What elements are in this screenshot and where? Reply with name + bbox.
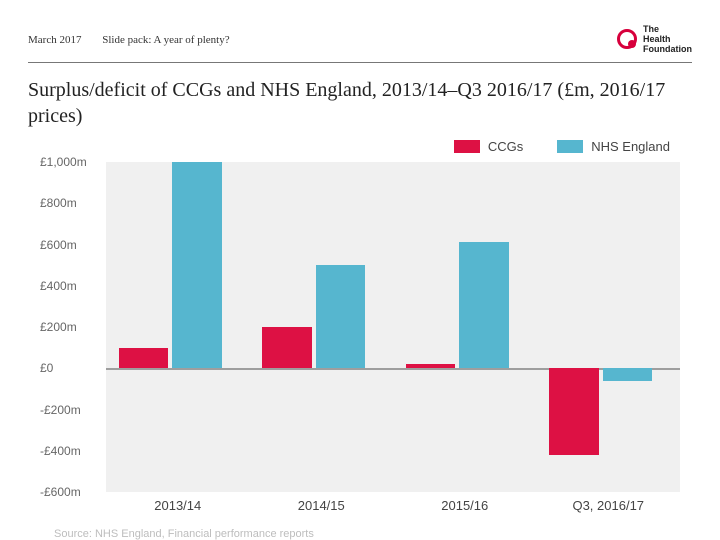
bar-group <box>393 162 537 492</box>
logo-icon <box>617 29 637 49</box>
bar-group <box>537 162 681 492</box>
bar-nhs <box>603 368 652 380</box>
legend-item-nhs: NHS England <box>557 139 670 154</box>
y-tick-label: £200m <box>40 320 77 334</box>
y-tick-label: £400m <box>40 279 77 293</box>
legend-swatch <box>557 140 583 153</box>
brand-text: The Health Foundation <box>643 24 692 54</box>
bar-ccgs <box>262 327 311 368</box>
bar-nhs <box>316 265 365 368</box>
y-tick-label: -£600m <box>40 485 81 499</box>
y-tick-label: £0 <box>40 361 53 375</box>
x-axis-labels: 2013/14 2014/15 2015/16 Q3, 2016/17 <box>40 498 680 520</box>
y-tick-label: £1,000m <box>40 155 87 169</box>
x-tick-label: 2014/15 <box>298 498 345 513</box>
bar-nhs <box>459 242 508 368</box>
bar-nhs <box>172 162 221 368</box>
y-tick-label: -£200m <box>40 403 81 417</box>
y-tick-label: £800m <box>40 196 77 210</box>
chart-title: Surplus/deficit of CCGs and NHS England,… <box>28 77 692 129</box>
brand-logo: The Health Foundation <box>617 24 692 54</box>
source-note: Source: NHS England, Financial performan… <box>54 528 680 540</box>
x-tick-label: 2013/14 <box>154 498 201 513</box>
legend-label: NHS England <box>591 139 670 154</box>
bar-ccgs <box>549 368 598 455</box>
y-tick-label: -£400m <box>40 444 81 458</box>
bar-group <box>106 162 250 492</box>
header-pack-title: Slide pack: A year of plenty? <box>102 34 229 46</box>
slide-header: March 2017 Slide pack: A year of plenty?… <box>28 30 692 58</box>
y-tick-label: £600m <box>40 238 77 252</box>
legend-swatch <box>454 140 480 153</box>
chart: CCGs NHS England £1,000m £800m £600m £400m £2… <box>40 139 680 540</box>
plot-area: £1,000m£800m£600m£400m£200m£0-£200m-£400… <box>40 162 680 492</box>
bar-ccgs <box>406 364 455 368</box>
header-divider <box>28 62 692 63</box>
legend-label: CCGs <box>488 139 523 154</box>
x-tick-label: 2015/16 <box>441 498 488 513</box>
x-tick-label: Q3, 2016/17 <box>572 498 644 513</box>
legend: CCGs NHS England <box>40 139 680 154</box>
header-date: March 2017 <box>28 34 81 46</box>
bar-group <box>250 162 394 492</box>
bar-ccgs <box>119 348 168 369</box>
legend-item-ccgs: CCGs <box>454 139 523 154</box>
